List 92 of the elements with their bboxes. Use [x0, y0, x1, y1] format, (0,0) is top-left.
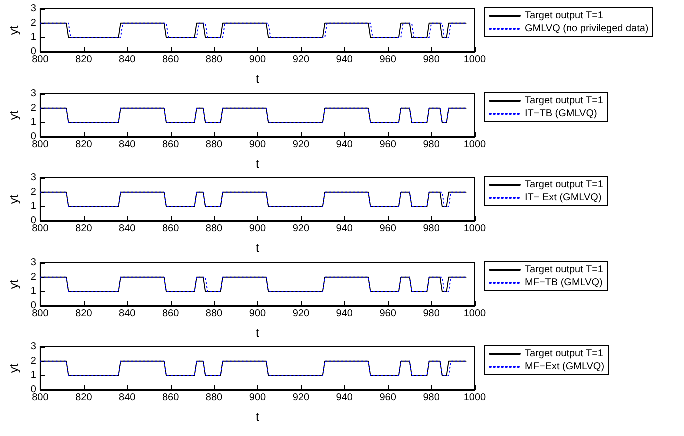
x-tick-label: 960 — [380, 392, 397, 404]
x-tick-label: 820 — [76, 139, 93, 150]
x-tick-label: 840 — [119, 224, 136, 234]
y-tick-label: 3 — [30, 172, 37, 184]
y-tick-label: 1 — [30, 286, 37, 297]
x-tick-label: 800 — [32, 139, 50, 150]
x-tick-label: 920 — [292, 139, 310, 150]
x-tick-label: 960 — [380, 224, 397, 234]
x-tick-label: 880 — [206, 224, 224, 234]
x-tick-label: 800 — [32, 224, 50, 234]
x-tick-label: 900 — [249, 54, 267, 66]
y-tick-label: 1 — [30, 116, 37, 128]
x-tick-label: 980 — [423, 392, 440, 404]
y-tick-label: 2 — [30, 271, 37, 282]
legend-label: Target output T=1 — [525, 10, 604, 22]
x-tick-label: 980 — [423, 54, 440, 66]
x-tick-label: 940 — [336, 54, 354, 66]
y-tick-label: 3 — [30, 342, 37, 352]
x-tick-label: 940 — [336, 224, 354, 234]
x-tick-label: 880 — [206, 54, 224, 66]
legend-label: IT− Ext (GMLVQ) — [525, 192, 602, 204]
legend-label: GMLVQ (no privileged data) — [525, 24, 649, 34]
y-tick-label: 2 — [30, 186, 37, 198]
x-tick-label: 840 — [119, 139, 136, 150]
x-tick-label: 800 — [32, 54, 50, 66]
x-tick-label: 880 — [206, 139, 224, 150]
legend-label: MF−TB (GMLVQ) — [525, 277, 603, 288]
y-tick-label: 3 — [30, 4, 37, 14]
y-tick-label: 1 — [30, 370, 37, 382]
x-axis-title: t — [256, 72, 260, 86]
x-tick-label: 820 — [76, 224, 93, 234]
legend-label: Target output T=1 — [525, 264, 604, 275]
x-tick-label: 940 — [336, 139, 354, 150]
y-axis-title: yt — [7, 25, 21, 36]
x-tick-label: 900 — [249, 392, 267, 404]
x-tick-label: 820 — [76, 54, 93, 66]
x-tick-label: 960 — [380, 308, 397, 319]
y-tick-label: 3 — [30, 88, 37, 99]
legend-label: Target output T=1 — [525, 348, 604, 360]
y-axis-title: yt — [7, 278, 21, 289]
x-tick-label: 920 — [292, 308, 310, 319]
x-tick-label: 920 — [292, 224, 310, 234]
x-tick-label: 860 — [162, 54, 180, 66]
x-tick-label: 1000 — [464, 139, 487, 150]
x-tick-label: 880 — [206, 308, 224, 319]
y-axis-title: yt — [7, 363, 21, 374]
y-tick-label: 1 — [30, 201, 37, 212]
x-tick-label: 940 — [336, 308, 354, 319]
x-tick-label: 1000 — [464, 224, 487, 234]
x-tick-label: 840 — [119, 54, 136, 66]
y-tick-label: 3 — [30, 257, 37, 268]
x-tick-label: 920 — [292, 54, 310, 66]
x-tick-label: 880 — [206, 392, 224, 404]
x-axis-title: t — [256, 241, 260, 255]
x-tick-label: 980 — [423, 139, 440, 150]
x-tick-label: 1000 — [464, 308, 487, 319]
x-tick-label: 960 — [380, 54, 397, 66]
x-tick-label: 900 — [249, 308, 267, 319]
x-tick-label: 980 — [423, 308, 440, 319]
x-tick-label: 860 — [162, 224, 180, 234]
x-tick-label: 860 — [162, 308, 180, 319]
x-tick-label: 820 — [76, 392, 93, 404]
x-tick-label: 900 — [249, 224, 267, 234]
legend-label: Target output T=1 — [525, 95, 604, 106]
legend-label: IT−TB (GMLVQ) — [525, 108, 598, 119]
y-axis-title: yt — [7, 194, 21, 204]
x-tick-label: 840 — [119, 308, 136, 319]
y-tick-label: 2 — [30, 356, 37, 367]
x-tick-label: 940 — [336, 392, 354, 404]
x-tick-label: 900 — [249, 139, 267, 150]
legend-label: Target output T=1 — [525, 180, 604, 190]
x-tick-label: 960 — [380, 139, 397, 150]
x-tick-label: 1000 — [464, 392, 487, 404]
x-tick-label: 840 — [119, 392, 136, 404]
y-tick-label: 0 — [30, 131, 37, 142]
x-axis-title: t — [256, 410, 260, 424]
x-tick-label: 800 — [32, 392, 50, 404]
x-tick-label: 820 — [76, 308, 93, 319]
x-tick-label: 860 — [162, 392, 180, 404]
x-tick-label: 1000 — [464, 54, 487, 66]
y-axis-title: yt — [7, 110, 21, 120]
x-axis-title: t — [256, 326, 260, 340]
x-axis-title: t — [256, 156, 260, 170]
y-tick-label: 0 — [30, 300, 37, 311]
x-tick-label: 860 — [162, 139, 180, 150]
x-tick-label: 800 — [32, 308, 50, 319]
y-tick-label: 2 — [30, 18, 37, 29]
y-tick-label: 2 — [30, 102, 37, 114]
x-tick-label: 920 — [292, 392, 310, 404]
y-tick-label: 1 — [30, 32, 37, 44]
legend-label: MF−Ext (GMLVQ) — [525, 362, 605, 372]
x-tick-label: 980 — [423, 224, 440, 234]
